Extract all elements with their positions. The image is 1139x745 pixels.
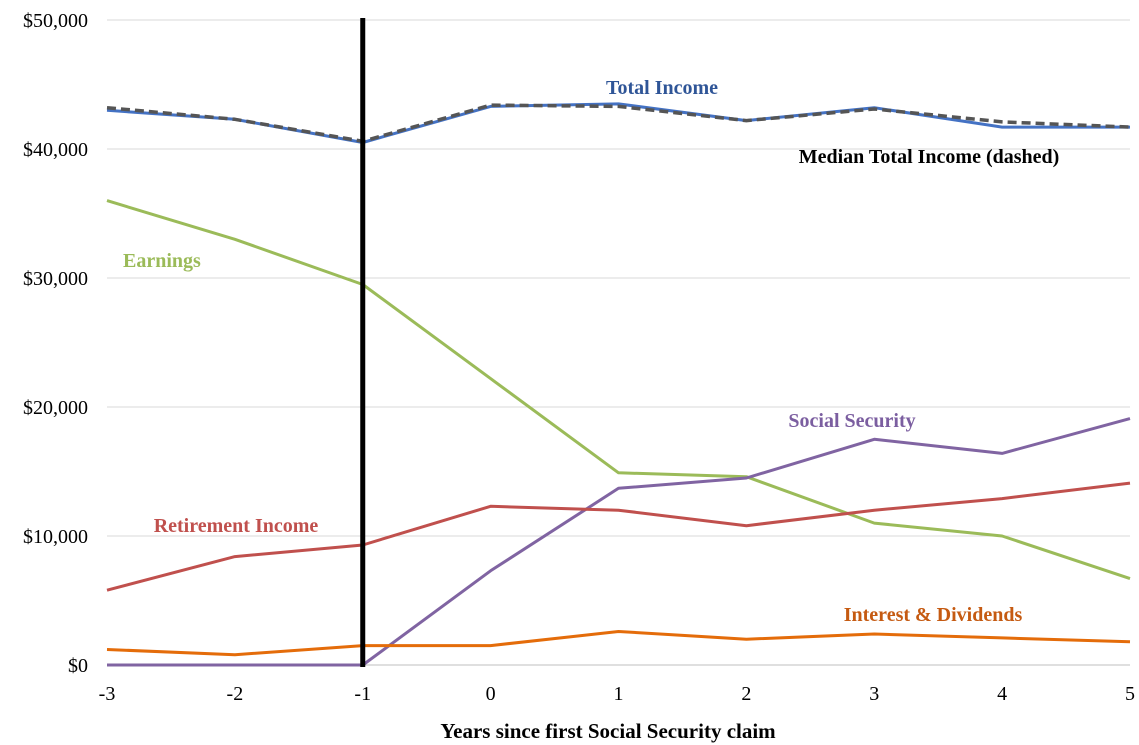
social-security-label: Social Security <box>788 410 915 432</box>
interest-dividends-line <box>106 630 1131 657</box>
y-tick-label: $30,000 <box>23 268 88 290</box>
x-tick-label: 5 <box>1125 683 1135 705</box>
x-tick-label: -3 <box>99 683 116 705</box>
x-axis-title: Years since first Social Security claim <box>440 719 776 743</box>
series-lines <box>106 102 1131 667</box>
y-tick-label: $0 <box>68 655 88 677</box>
retirement-income-label: Retirement Income <box>154 515 319 537</box>
x-tick-label: 4 <box>997 683 1007 705</box>
earnings-line <box>106 199 1131 581</box>
gridlines <box>107 19 1130 666</box>
x-tick-label: -2 <box>227 683 244 705</box>
y-tick-label: $40,000 <box>23 139 88 161</box>
x-tick-label: 3 <box>869 683 879 705</box>
series-labels: Total Income Median Total Income (dashed)… <box>123 77 1059 626</box>
interest-dividends-label: Interest & Dividends <box>844 604 1023 626</box>
x-tick-label: 2 <box>741 683 751 705</box>
x-tick-label: 1 <box>614 683 624 705</box>
x-axis-ticks: -3 -2 -1 0 1 2 3 4 5 <box>99 683 1135 705</box>
social-security-line <box>107 417 1131 667</box>
median-total-income-line <box>106 103 1131 144</box>
y-tick-label: $20,000 <box>23 397 88 419</box>
y-axis-ticks: $0 $10,000 $20,000 $30,000 $40,000 $50,000 <box>23 10 88 677</box>
y-tick-label: $10,000 <box>23 526 88 548</box>
y-tick-label: $50,000 <box>23 10 88 32</box>
total-income-label: Total Income <box>606 77 718 99</box>
median-total-income-label: Median Total Income (dashed) <box>799 146 1060 168</box>
x-tick-label: -1 <box>354 683 371 705</box>
retirement-income-line <box>106 481 1131 592</box>
earnings-label: Earnings <box>123 250 201 272</box>
x-tick-label: 0 <box>486 683 496 705</box>
